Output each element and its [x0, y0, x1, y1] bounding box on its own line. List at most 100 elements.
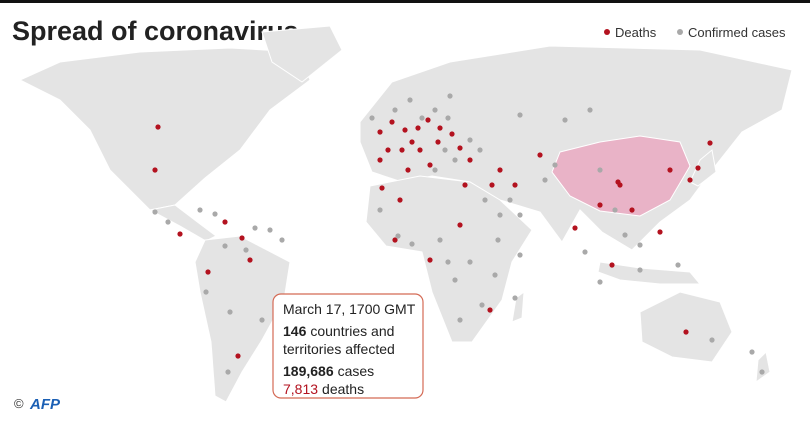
case-dot [419, 115, 425, 121]
greenland [261, 25, 343, 83]
case-dot [212, 211, 218, 217]
death-dot [687, 177, 693, 183]
case-dot [445, 259, 451, 265]
death-dot [512, 182, 518, 188]
case-dot [709, 337, 715, 343]
death-dot [489, 182, 495, 188]
death-dot [609, 262, 615, 268]
death-dot [379, 185, 385, 191]
deaths-label: deaths [322, 381, 364, 397]
case-dot [675, 262, 681, 268]
australia [639, 291, 733, 363]
case-dot [445, 115, 451, 121]
case-dot [542, 177, 548, 183]
death-dot [487, 307, 493, 313]
case-dot [377, 207, 383, 213]
death-dot [449, 131, 455, 137]
death-dot [462, 182, 468, 188]
death-dot [247, 257, 253, 263]
death-dot [497, 167, 503, 173]
death-dot [385, 147, 391, 153]
death-dot [177, 231, 183, 237]
case-dot [512, 295, 518, 301]
case-dot [407, 97, 413, 103]
case-dot [259, 317, 265, 323]
case-dot [165, 219, 171, 225]
info-countries: 146 countries and [283, 323, 394, 339]
title: Spread of coronavirus [12, 16, 299, 46]
copyright: © [14, 396, 24, 411]
case-dot [637, 242, 643, 248]
countries-count: 146 [283, 323, 307, 339]
case-dot [452, 157, 458, 163]
death-dot [615, 179, 621, 185]
death-dot [425, 117, 431, 123]
legend-deaths: Deaths [615, 25, 657, 40]
madagascar [511, 290, 525, 323]
case-dot [597, 167, 603, 173]
continents [18, 25, 793, 403]
case-dot [457, 317, 463, 323]
death-dot [457, 222, 463, 228]
case-dot [203, 289, 209, 295]
case-dot [582, 249, 588, 255]
case-dot [587, 107, 593, 113]
death-dot [435, 139, 441, 145]
case-dot [622, 232, 628, 238]
case-dot [517, 252, 523, 258]
case-dot [252, 225, 258, 231]
death-dot [409, 139, 415, 145]
case-dot [637, 267, 643, 273]
case-dot [562, 117, 568, 123]
countries-line1: countries and [310, 323, 394, 339]
cases-label: cases [338, 363, 375, 379]
legend-confirmed: Confirmed cases [688, 25, 786, 40]
case-dot [279, 237, 285, 243]
case-dot [507, 197, 513, 203]
case-dot [197, 207, 203, 213]
death-dot [235, 353, 241, 359]
case-dot [759, 369, 765, 375]
death-dot [402, 127, 408, 133]
info-date: March 17, 1700 GMT [283, 301, 416, 317]
case-dot [467, 259, 473, 265]
case-dot [437, 237, 443, 243]
death-dot [155, 124, 161, 130]
death-dot [572, 225, 578, 231]
case-dot [495, 237, 501, 243]
china [551, 135, 691, 217]
death-dot [377, 129, 383, 135]
death-dot [239, 235, 245, 241]
death-dot [415, 125, 421, 131]
africa [365, 175, 533, 343]
death-dot [457, 145, 463, 151]
case-dot [597, 279, 603, 285]
case-dot [467, 137, 473, 143]
death-dot [399, 147, 405, 153]
top-rule [0, 0, 810, 3]
info-box [272, 293, 424, 399]
info-deaths: 7,813 deaths [283, 381, 364, 397]
cases-count: 189,686 [283, 363, 334, 379]
deaths-count: 7,813 [283, 381, 318, 397]
case-dot [267, 227, 273, 233]
death-dot [417, 147, 423, 153]
case-dot [369, 115, 375, 121]
death-dot [683, 329, 689, 335]
info-cases: 189,686 cases [283, 363, 374, 379]
death-dot [222, 219, 228, 225]
death-dot [427, 162, 433, 168]
legend-death-dot [604, 29, 610, 35]
case-dot [492, 272, 498, 278]
case-dot [392, 107, 398, 113]
countries-line2: territories affected [283, 341, 395, 357]
case-dot [395, 233, 401, 239]
death-dot [707, 140, 713, 146]
case-dot [432, 167, 438, 173]
case-dot [152, 209, 158, 215]
indonesia [597, 261, 702, 285]
case-dot [442, 147, 448, 153]
north-america [18, 47, 311, 211]
